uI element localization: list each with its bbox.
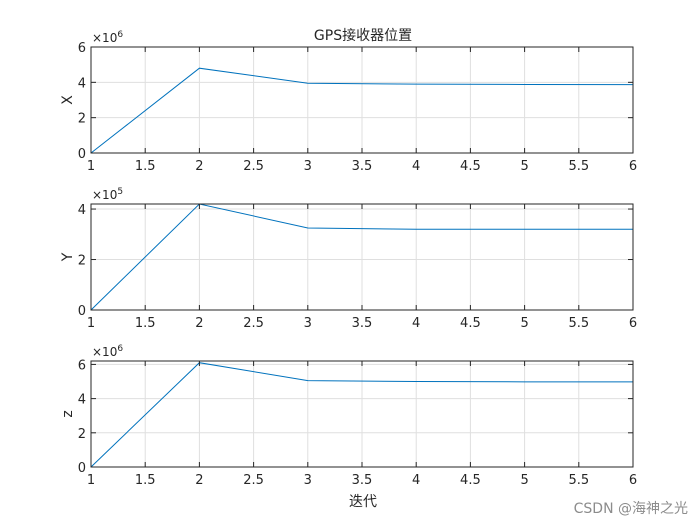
series-line [90, 362, 633, 468]
series-line [90, 67, 634, 154]
y-axis-multiplier: ×105 [92, 187, 123, 202]
x-tick-label: 5.5 [568, 159, 589, 174]
x-tick-label: 1.5 [135, 159, 156, 174]
y-tick-label: 4 [78, 393, 86, 408]
y-tick-label: 4 [78, 203, 86, 218]
x-tick-label: 3.5 [352, 473, 373, 488]
x-tick-label: 3 [304, 316, 312, 331]
x-tick-label: 5.5 [568, 316, 589, 331]
y-tick-label: 2 [78, 427, 86, 442]
x-tick-label: 5 [520, 473, 528, 488]
x-tick-label: 1.5 [135, 473, 156, 488]
axes-layer: 1 1.5 2 2.5 3 3.5 4 4.5 5 5.5 6 0 2 4 6 X ×106 1 1.5 2 2.5 3 3… [60, 30, 637, 488]
x-tick-label: 5 [520, 159, 528, 174]
figure-title: GPS接收器位置 [314, 27, 412, 44]
x-tick-label: 2.5 [243, 316, 264, 331]
y-axis-label: X [60, 95, 76, 105]
subplot-1: 1 1.5 2 2.5 3 3.5 4 4.5 5 5.5 6 0 2 4 6 X ×106 [60, 30, 637, 174]
x-tick-label: 6 [629, 473, 637, 488]
x-tick-label: 4.5 [460, 159, 481, 174]
x-tick-label: 5.5 [568, 473, 589, 488]
y-tick-label: 2 [78, 254, 86, 269]
x-tick-label: 4.5 [460, 473, 481, 488]
watermark: CSDN @海神之光 [574, 501, 688, 517]
x-tick-label: 3.5 [352, 159, 373, 174]
y-axis-label: z [60, 410, 76, 417]
x-tick-label: 2.5 [243, 159, 264, 174]
x-tick-label: 1 [87, 473, 95, 488]
x-tick-label: 4 [412, 316, 420, 331]
x-tick-label: 3.5 [352, 316, 373, 331]
y-axis-multiplier: ×106 [92, 30, 123, 45]
y-tick-label: 6 [78, 358, 86, 373]
x-tick-label: 6 [629, 316, 637, 331]
subplot-2: 1 1.5 2 2.5 3 3.5 4 4.5 5 5.5 6 0 2 4 Y ×105 [60, 187, 637, 331]
x-tick-label: 3 [304, 473, 312, 488]
x-tick-label: 5 [520, 316, 528, 331]
x-tick-label: 1.5 [135, 316, 156, 331]
y-tick-label: 6 [78, 41, 86, 56]
x-tick-label: 4.5 [460, 316, 481, 331]
x-axis-label: 迭代 [349, 494, 377, 510]
x-tick-label: 2 [195, 159, 203, 174]
x-tick-label: 2 [195, 473, 203, 488]
y-axis-label: Y [60, 252, 76, 262]
x-tick-label: 6 [629, 159, 637, 174]
x-tick-label: 1 [87, 316, 95, 331]
y-tick-label: 2 [78, 112, 86, 127]
y-tick-label: 0 [78, 147, 86, 162]
y-tick-label: 4 [78, 76, 86, 91]
y-axis-multiplier: ×106 [92, 344, 123, 359]
y-tick-label: 0 [78, 304, 86, 319]
subplot-3: 1 1.5 2 2.5 3 3.5 4 4.5 5 5.5 6 0 2 4 6 z ×106 [60, 344, 637, 488]
x-tick-label: 4 [412, 473, 420, 488]
x-tick-label: 2 [195, 316, 203, 331]
x-tick-label: 3 [304, 159, 312, 174]
x-tick-label: 4 [412, 159, 420, 174]
series-line [90, 203, 633, 311]
x-tick-label: 2.5 [243, 473, 264, 488]
y-tick-label: 0 [78, 461, 86, 476]
x-tick-label: 1 [87, 159, 95, 174]
